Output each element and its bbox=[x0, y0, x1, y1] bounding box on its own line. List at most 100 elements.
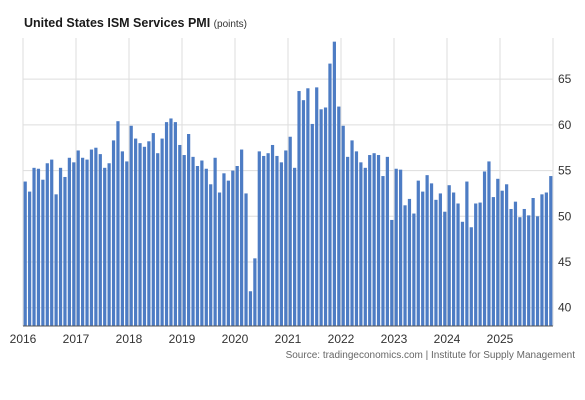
bar bbox=[147, 141, 151, 326]
x-tick-label: 2019 bbox=[169, 332, 196, 346]
bar bbox=[156, 153, 160, 326]
bar bbox=[94, 147, 98, 326]
bar bbox=[32, 167, 36, 326]
bar bbox=[98, 154, 102, 326]
bar bbox=[160, 138, 164, 326]
bar bbox=[354, 151, 359, 326]
bar bbox=[465, 181, 469, 326]
bar bbox=[129, 125, 133, 327]
bar bbox=[350, 140, 354, 326]
bar bbox=[164, 122, 169, 326]
bar bbox=[399, 169, 403, 326]
y-tick-label: 55 bbox=[558, 164, 572, 178]
chart-title-text: United States ISM Services PMI bbox=[24, 16, 211, 30]
bar bbox=[522, 208, 526, 326]
bar bbox=[513, 201, 518, 326]
bar bbox=[456, 203, 460, 326]
bar bbox=[376, 155, 381, 326]
chart-unit: (points) bbox=[213, 19, 248, 30]
bar bbox=[306, 88, 310, 327]
bar bbox=[368, 155, 372, 326]
bar bbox=[381, 176, 385, 326]
bar bbox=[328, 63, 332, 326]
bar bbox=[222, 173, 226, 326]
bar bbox=[509, 208, 513, 326]
x-tick-label: 2018 bbox=[116, 332, 143, 346]
bar bbox=[142, 146, 147, 326]
bar bbox=[315, 87, 319, 326]
bar bbox=[394, 168, 398, 326]
bar bbox=[54, 194, 58, 326]
bar bbox=[535, 216, 540, 326]
bar bbox=[235, 166, 239, 326]
bar bbox=[505, 184, 509, 326]
bar bbox=[248, 291, 253, 326]
bar bbox=[447, 185, 451, 326]
bar bbox=[421, 191, 425, 326]
bar-series bbox=[23, 41, 553, 327]
chart-title: United States ISM Services PMI (points) bbox=[24, 16, 247, 30]
bar bbox=[438, 193, 442, 326]
bar bbox=[544, 192, 548, 326]
bar bbox=[262, 155, 266, 326]
bar bbox=[107, 163, 111, 326]
bar bbox=[452, 192, 456, 326]
bar bbox=[429, 183, 434, 326]
bar bbox=[173, 122, 177, 326]
bar bbox=[310, 123, 314, 326]
bar bbox=[527, 215, 531, 326]
bar bbox=[266, 153, 270, 326]
y-tick-label: 40 bbox=[558, 301, 572, 315]
y-tick-label: 50 bbox=[558, 209, 572, 223]
bar bbox=[85, 159, 89, 326]
bar bbox=[45, 163, 49, 326]
bar bbox=[244, 193, 248, 326]
bar bbox=[297, 91, 301, 327]
bar bbox=[496, 178, 500, 326]
bar bbox=[41, 179, 45, 326]
bar bbox=[359, 162, 363, 326]
bar bbox=[540, 194, 544, 326]
bar bbox=[518, 217, 522, 326]
bar bbox=[178, 144, 182, 326]
bar bbox=[151, 133, 155, 326]
bar bbox=[182, 155, 186, 326]
y-tick-label: 45 bbox=[558, 255, 572, 269]
bar bbox=[301, 100, 306, 327]
bar bbox=[363, 167, 367, 326]
bar bbox=[226, 180, 230, 326]
bar bbox=[346, 156, 350, 326]
bar bbox=[332, 41, 336, 327]
bar bbox=[134, 138, 138, 326]
gridlines bbox=[22, 38, 554, 326]
bar bbox=[63, 176, 67, 326]
bar bbox=[116, 121, 120, 326]
bar bbox=[50, 159, 54, 326]
bar bbox=[257, 151, 261, 326]
bar bbox=[111, 140, 116, 326]
bar bbox=[288, 136, 292, 326]
bar bbox=[81, 157, 85, 326]
x-tick-label: 2024 bbox=[434, 332, 461, 346]
bar bbox=[323, 107, 328, 326]
bar bbox=[270, 144, 275, 326]
source-note: Source: tradingeconomics.com | Institute… bbox=[285, 350, 575, 361]
bar bbox=[372, 153, 376, 326]
bar bbox=[474, 203, 478, 326]
x-tick-label: 2016 bbox=[10, 332, 37, 346]
bar bbox=[125, 161, 129, 326]
bar bbox=[434, 199, 438, 326]
bar bbox=[460, 221, 465, 326]
bar bbox=[279, 162, 283, 326]
bar bbox=[28, 191, 32, 326]
bar bbox=[204, 168, 208, 326]
bar bbox=[253, 258, 257, 326]
bar bbox=[200, 160, 204, 326]
x-axis-labels: 2016 2017 2018 2019 2020 2021 2022 2023 2024 2025 bbox=[10, 332, 514, 346]
bar bbox=[319, 109, 323, 326]
bar bbox=[36, 168, 41, 326]
bar bbox=[385, 156, 389, 326]
bar bbox=[390, 219, 394, 326]
bar bbox=[213, 157, 217, 326]
bar bbox=[23, 181, 27, 326]
